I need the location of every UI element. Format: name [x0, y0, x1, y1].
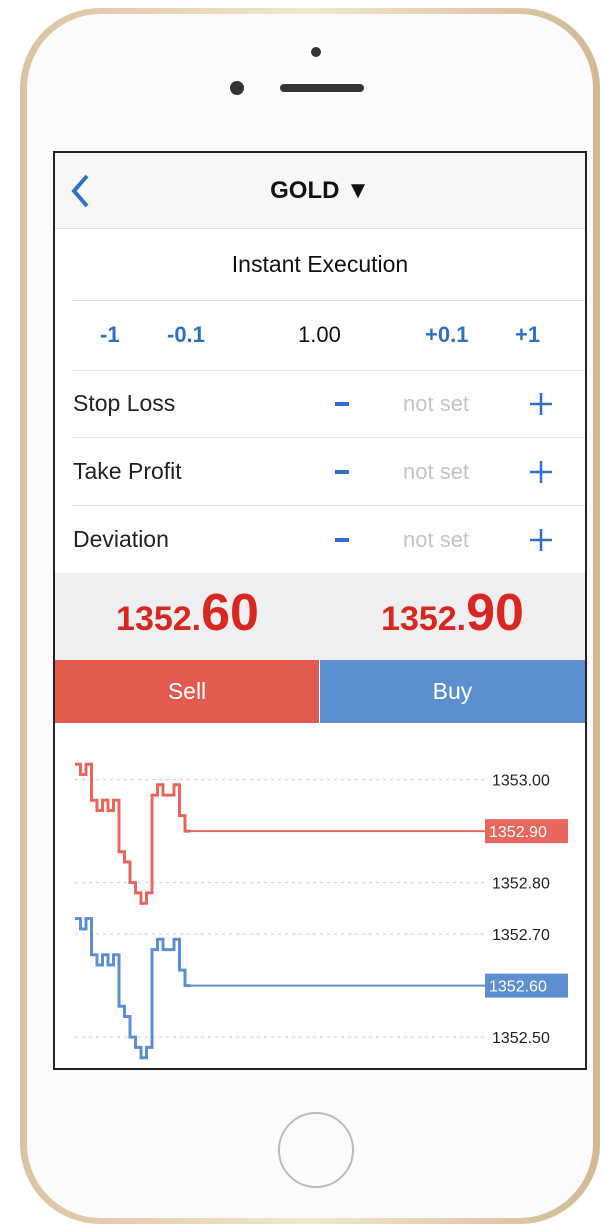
current-price-label: 1352.60 [489, 979, 547, 996]
price-panel: 1352.60 1352.90 [55, 573, 585, 660]
plus-button[interactable] [529, 528, 553, 552]
nav-bar: GOLD ▼ [55, 153, 585, 229]
buy-price: 1352.90 [320, 583, 585, 643]
field-value[interactable]: not set [403, 526, 470, 552]
sensor [311, 47, 321, 57]
step-button[interactable]: +0.1 [425, 322, 469, 347]
step-button[interactable]: -1 [100, 322, 120, 347]
sell-button[interactable]: Sell [55, 660, 319, 723]
price-big: 60 [201, 584, 259, 642]
volume-value[interactable]: 1.00 [298, 322, 341, 347]
price-big: 90 [466, 584, 524, 642]
y-tick-label: 1352.70 [492, 927, 550, 944]
price-line [75, 762, 191, 905]
sell-price: 1352.60 [55, 583, 320, 643]
y-tick-label: 1352.50 [492, 1030, 550, 1047]
step-button[interactable]: +1 [515, 322, 541, 347]
nav-title: GOLD ▼ [270, 177, 370, 204]
step-button[interactable]: -0.1 [167, 322, 205, 347]
separator [72, 505, 585, 506]
separator [72, 300, 585, 301]
back-button[interactable] [69, 173, 93, 209]
field-label: Stop Loss [73, 390, 176, 416]
field-value[interactable]: not set [403, 390, 470, 416]
field-row: Take Profit not set [55, 438, 585, 505]
minus-button[interactable] [335, 469, 349, 474]
y-tick-label: 1352.80 [492, 876, 550, 893]
speaker [280, 84, 364, 92]
plus-button[interactable] [529, 392, 553, 416]
field-row: Stop Loss not set [55, 370, 585, 437]
field-row: Deviation not set [55, 506, 585, 573]
current-price-tag [485, 819, 568, 844]
price-small: 1352. [381, 600, 467, 638]
mode-title[interactable]: Instant Execution [231, 251, 409, 277]
price-line [75, 917, 191, 1060]
camera [230, 81, 244, 95]
price-small: 1352. [116, 600, 202, 638]
current-price-tag [485, 973, 568, 998]
separator [72, 437, 585, 438]
home-button[interactable] [278, 1112, 354, 1188]
separator [72, 370, 585, 371]
current-price-label: 1352.90 [489, 824, 547, 841]
minus-button[interactable] [335, 401, 349, 406]
field-value[interactable]: not set [403, 458, 470, 484]
minus-button[interactable] [335, 537, 349, 542]
buy-button[interactable]: Buy [320, 660, 585, 723]
volume-row: -1 -0.1 1.00 +0.1 +1 [55, 300, 585, 370]
field-label: Deviation [73, 526, 169, 552]
field-label: Take Profit [73, 458, 182, 484]
plus-button[interactable] [529, 460, 553, 484]
y-tick-label: 1353.00 [492, 773, 550, 790]
